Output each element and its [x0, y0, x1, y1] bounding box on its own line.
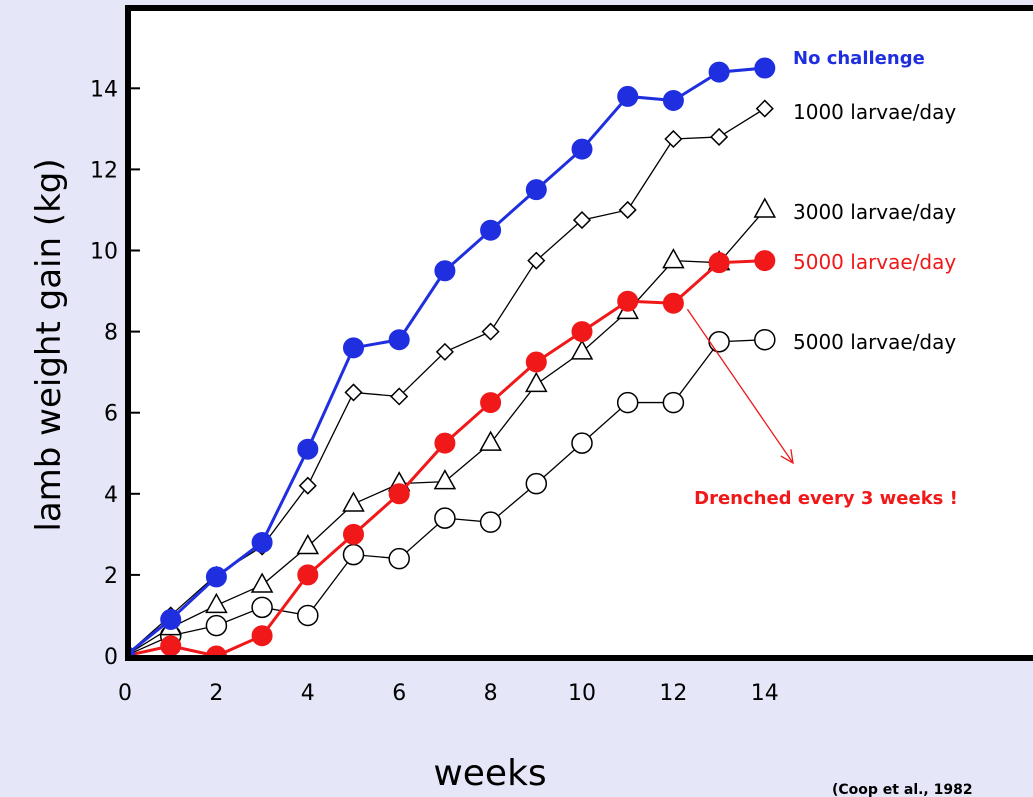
legend-label: 3000 larvae/day — [793, 200, 956, 224]
data-point-open-diamond — [710, 127, 729, 147]
series-layer — [128, 57, 777, 658]
data-point-open-diamond — [344, 383, 363, 402]
data-point-filled-circle — [160, 635, 182, 657]
data-point-open-circle — [708, 330, 730, 353]
y-axis-title: lamb weight gain (kg) — [29, 158, 69, 531]
y-tick-label: 0 — [104, 645, 118, 670]
data-point-open-diamond — [435, 342, 454, 361]
annotation-arrow — [686, 308, 794, 464]
data-point-open-diamond — [618, 200, 637, 220]
data-point-open-circle — [479, 511, 502, 533]
data-point-filled-circle — [754, 57, 776, 79]
data-point-filled-circle — [343, 337, 364, 359]
data-point-filled-circle — [434, 432, 456, 454]
data-point-open-circle — [434, 507, 456, 529]
data-point-filled-circle — [343, 523, 364, 545]
data-point-open-circle — [754, 328, 776, 351]
data-point-filled-circle — [571, 321, 593, 343]
data-point-filled-circle — [525, 179, 547, 201]
series-group — [128, 57, 776, 658]
series-group — [128, 328, 776, 658]
data-point-open-circle — [342, 543, 365, 566]
x-tick-label: 8 — [484, 681, 498, 706]
annotation-text: Drenched every 3 weeks ! — [694, 488, 958, 509]
data-point-filled-circle — [708, 252, 730, 274]
annotation-layer: Drenched every 3 weeks ! — [686, 308, 958, 509]
data-point-filled-circle — [525, 351, 547, 373]
y-tick-label: 12 — [90, 158, 118, 183]
data-point-filled-circle — [571, 138, 593, 160]
y-tick-label: 8 — [104, 321, 118, 346]
ticks-layer: 0 2 4 6 8 10 12 14 0 2 4 6 8 10 12 14 — [90, 77, 779, 706]
data-point-open-triangle — [296, 533, 320, 555]
y-tick-label: 14 — [90, 77, 118, 102]
data-point-open-diamond — [481, 322, 500, 341]
data-point-open-triangle — [662, 248, 685, 269]
legend-label: 5000 larvae/day — [793, 250, 956, 274]
data-point-open-circle — [525, 472, 548, 495]
x-tick-label: 12 — [659, 681, 687, 706]
data-point-filled-circle — [617, 290, 639, 312]
x-axis-title: weeks — [433, 753, 546, 794]
x-tick-label: 6 — [392, 681, 406, 706]
data-point-open-circle — [571, 432, 593, 454]
x-tick-label: 2 — [209, 681, 223, 706]
data-point-filled-circle — [205, 566, 227, 588]
data-point-open-diamond — [664, 129, 683, 149]
annotation-arrowhead — [780, 449, 794, 465]
data-point-filled-circle — [662, 89, 684, 111]
data-point-open-triangle — [570, 339, 594, 360]
legend-label: No challenge — [793, 48, 925, 69]
data-point-filled-circle — [297, 438, 319, 460]
x-tick-label: 14 — [751, 681, 779, 706]
legend-label: 5000 larvae/day — [793, 330, 956, 354]
data-point-filled-circle — [708, 61, 730, 83]
data-point-open-triangle — [342, 491, 365, 512]
data-point-open-triangle — [479, 430, 502, 451]
legend-label: 1000 larvae/day — [793, 100, 956, 124]
data-point-filled-circle — [297, 564, 319, 586]
data-point-open-circle — [205, 614, 228, 637]
data-point-open-circle — [251, 596, 273, 619]
data-point-open-diamond — [527, 251, 546, 270]
data-point-open-triangle — [525, 371, 548, 393]
data-point-filled-circle — [480, 219, 502, 241]
data-point-filled-circle — [251, 531, 273, 553]
data-point-filled-circle — [754, 250, 776, 272]
data-point-open-triangle — [753, 197, 777, 218]
data-point-open-circle — [662, 391, 685, 414]
data-point-open-diamond — [390, 387, 409, 406]
y-tick-label: 4 — [104, 483, 118, 508]
data-point-filled-circle — [388, 483, 410, 505]
data-point-filled-circle — [251, 625, 273, 647]
x-tick-label: 10 — [568, 681, 596, 706]
data-point-open-triangle — [433, 469, 457, 490]
data-point-filled-circle — [434, 260, 456, 282]
x-tick-label: 4 — [301, 681, 315, 706]
y-tick-label: 6 — [104, 402, 118, 427]
plot-frame — [125, 5, 1033, 661]
data-point-filled-circle — [480, 392, 502, 414]
data-point-open-diamond — [572, 211, 592, 230]
data-point-open-circle — [297, 604, 319, 627]
y-tick-label: 10 — [90, 240, 118, 265]
data-point-filled-circle — [160, 609, 182, 631]
data-point-filled-circle — [617, 85, 639, 107]
data-point-open-circle — [388, 547, 410, 570]
data-point-open-circle — [616, 391, 639, 414]
data-point-filled-circle — [388, 329, 410, 351]
y-tick-label: 2 — [104, 564, 118, 589]
data-point-open-diamond — [298, 476, 317, 495]
data-point-open-triangle — [250, 572, 274, 593]
source-citation: (Coop et al., 1982 — [832, 782, 973, 797]
data-point-open-triangle — [205, 592, 228, 614]
legend-layer: No challenge 1000 larvae/day 3000 larvae/d… — [793, 48, 956, 354]
x-tick-label: 0 — [118, 681, 132, 706]
data-point-filled-circle — [662, 292, 684, 314]
data-point-open-diamond — [755, 99, 774, 118]
